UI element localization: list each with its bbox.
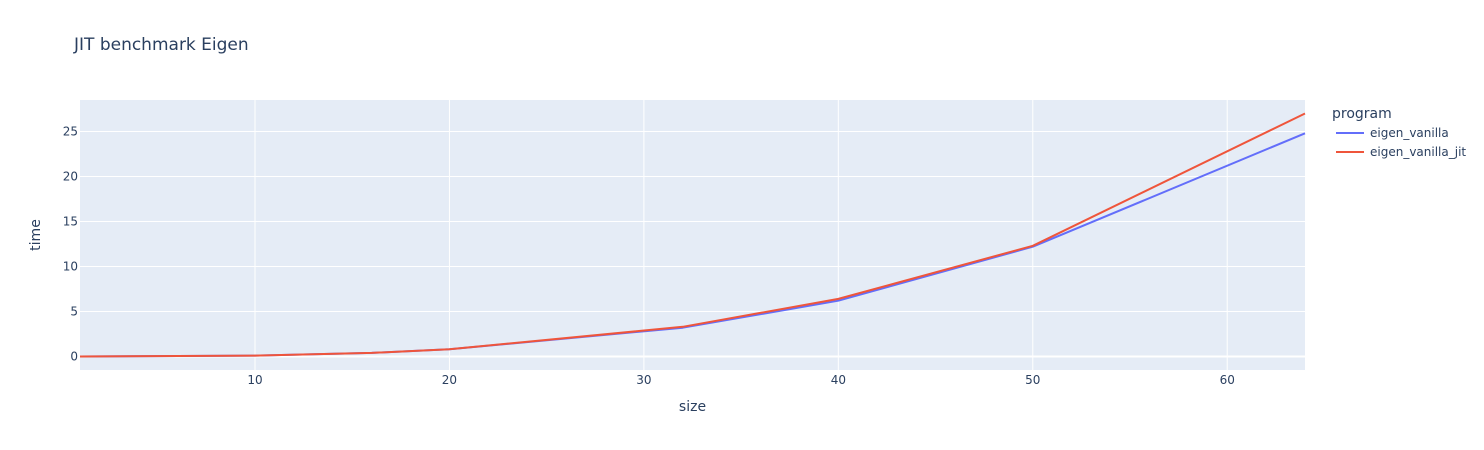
x-axis-ticks: 10 20 30 40 50 60 bbox=[247, 373, 1235, 387]
series-layer bbox=[79, 112, 1306, 358]
y-axis-title: time bbox=[28, 219, 44, 251]
x-tick-label: 40 bbox=[831, 373, 846, 387]
y-axis-ticks: 0 5 10 15 20 25 bbox=[63, 125, 78, 364]
x-tick-label: 20 bbox=[442, 373, 457, 387]
y-tick-label: 20 bbox=[63, 170, 78, 184]
x-tick-label: 30 bbox=[636, 373, 651, 387]
legend-item-eigen_vanilla_jit[interactable]: eigen_vanilla_jit bbox=[1370, 145, 1466, 159]
series-line-eigen_vanilla_jit[interactable] bbox=[79, 112, 1306, 358]
y-tick-label: 25 bbox=[63, 125, 78, 139]
y-tick-label: 0 bbox=[70, 350, 78, 364]
grid-lines bbox=[80, 100, 1305, 370]
x-tick-label: 50 bbox=[1025, 373, 1040, 387]
x-tick-label: 10 bbox=[247, 373, 262, 387]
legend[interactable]: program eigen_vanilla eigen_vanilla_jit bbox=[1332, 106, 1466, 159]
chart-title: JIT benchmark Eigen bbox=[73, 35, 249, 55]
legend-title: program bbox=[1332, 106, 1392, 122]
y-tick-label: 5 bbox=[70, 305, 78, 319]
legend-item-eigen_vanilla[interactable]: eigen_vanilla bbox=[1370, 126, 1449, 140]
x-tick-label: 60 bbox=[1220, 373, 1235, 387]
y-tick-label: 10 bbox=[63, 260, 78, 274]
y-tick-label: 15 bbox=[63, 215, 78, 229]
plot-background bbox=[80, 100, 1305, 370]
x-axis-title: size bbox=[679, 399, 706, 415]
